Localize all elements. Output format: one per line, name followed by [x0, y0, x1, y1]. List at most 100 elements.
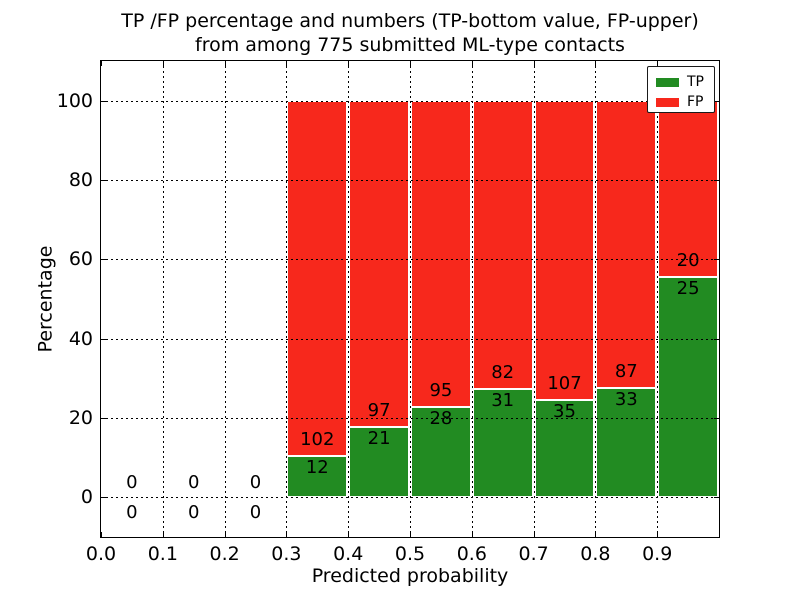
x-tick-mark — [410, 532, 411, 537]
tp-count-label: 21 — [367, 427, 391, 449]
bar-tp-segment — [658, 276, 718, 498]
axes-area: TP FP Predicted probability Percentage 0… — [34, 60, 720, 587]
x-tick-mark — [225, 532, 226, 537]
fp-count-label: 95 — [429, 380, 453, 402]
x-tick-mark — [595, 61, 596, 66]
x-tick-mark — [101, 532, 102, 537]
x-tick-label: 0.5 — [394, 543, 426, 565]
x-tick-label: 0.8 — [580, 543, 611, 565]
x-tick-label: 0.4 — [333, 543, 364, 565]
x-tick-mark — [163, 61, 164, 66]
x-tick-mark — [348, 61, 349, 66]
fp-count-label: 97 — [367, 399, 391, 421]
legend-entry-fp: FP — [656, 93, 714, 111]
y-tick-mark — [101, 180, 106, 181]
bar-tp-segment — [411, 407, 471, 498]
legend-swatch-tp-icon — [656, 77, 679, 87]
y-tick-mark — [101, 259, 106, 260]
y-tick-label: 100 — [56, 89, 93, 112]
x-tick-mark — [225, 61, 226, 66]
x-tick-mark — [286, 532, 287, 537]
bar-fp-segment — [596, 100, 657, 389]
y-tick-mark — [101, 418, 106, 419]
fp-count-label: 102 — [300, 428, 335, 450]
bar-tp-segment — [596, 388, 657, 498]
x-tick-label: 0.3 — [271, 543, 302, 565]
bar-fp-segment — [411, 100, 471, 408]
x-tick-label: 0.1 — [147, 543, 178, 565]
chart-title-line2: from among 775 submitted ML-type contact… — [195, 34, 625, 56]
tp-count-label: 0 — [249, 502, 262, 524]
y-tick-mark — [101, 339, 106, 340]
y-tick-mark — [101, 497, 106, 498]
legend-box: TP FP — [647, 66, 715, 113]
y-axis-label-wrap: Percentage — [25, 61, 65, 537]
y-tick-mark — [714, 259, 719, 260]
bar-fp-segment — [287, 100, 348, 456]
grid-line-v — [224, 61, 226, 537]
x-tick-mark — [657, 532, 658, 537]
y-tick-label: 40 — [68, 327, 93, 350]
fp-count-label: 20 — [676, 249, 700, 271]
bar-fp-segment — [658, 100, 718, 277]
x-tick-mark — [410, 61, 411, 66]
legend-entry-tp: TP — [656, 73, 714, 91]
y-tick-mark — [714, 418, 719, 419]
bar-tp-segment — [349, 426, 409, 498]
x-tick-mark — [472, 61, 473, 66]
tp-count-label: 0 — [187, 502, 200, 524]
grid-line-v — [471, 61, 473, 537]
y-tick-mark — [714, 180, 719, 181]
y-tick-mark — [101, 101, 106, 102]
x-tick-mark — [472, 532, 473, 537]
legend-label-tp: TP — [687, 74, 704, 90]
chart-title-line1: TP /FP percentage and numbers (TP-bottom… — [121, 10, 699, 32]
fp-count-label: 0 — [249, 472, 262, 494]
x-tick-label: 0.9 — [642, 543, 673, 565]
tp-count-label: 25 — [676, 277, 700, 299]
tp-count-label: 33 — [614, 389, 638, 411]
tp-count-label: 28 — [429, 408, 453, 430]
bar-fp-segment — [534, 100, 595, 400]
x-tick-mark — [101, 61, 102, 66]
y-tick-mark — [714, 339, 719, 340]
bar-tp-segment — [287, 455, 348, 498]
grid-line-v — [657, 61, 659, 537]
grid-line-v — [162, 61, 164, 537]
x-tick-label: 0.2 — [209, 543, 240, 565]
fp-count-label: 0 — [187, 472, 200, 494]
x-tick-label: 0.0 — [85, 543, 117, 565]
y-tick-label: 80 — [68, 169, 93, 191]
x-tick-mark — [534, 532, 535, 537]
tp-count-label: 31 — [491, 389, 515, 411]
bar-fp-segment — [349, 100, 409, 427]
x-axis-label: Predicted probability — [311, 565, 509, 587]
x-tick-mark — [348, 532, 349, 537]
bar-tp-segment — [534, 399, 595, 498]
x-tick-mark — [286, 61, 287, 66]
y-tick-mark — [714, 497, 719, 498]
grid-line-v — [533, 61, 535, 537]
bar-fp-segment — [472, 100, 533, 389]
fp-count-label: 107 — [547, 372, 582, 394]
y-tick-label: 60 — [68, 248, 93, 271]
tp-count-label: 12 — [305, 456, 329, 478]
fp-count-label: 82 — [491, 361, 515, 383]
y-tick-label: 20 — [68, 407, 93, 429]
y-tick-mark — [714, 101, 719, 102]
tp-count-label: 0 — [126, 502, 138, 524]
legend-swatch-fp-icon — [656, 97, 679, 107]
x-tick-label: 0.6 — [456, 543, 487, 565]
tp-count-label: 35 — [553, 400, 576, 422]
fp-count-label: 0 — [126, 472, 138, 494]
x-tick-mark — [163, 532, 164, 537]
x-tick-mark — [657, 61, 658, 66]
x-tick-mark — [534, 61, 535, 66]
x-tick-mark — [595, 532, 596, 537]
grid-line-v — [595, 61, 597, 537]
grid-line-v — [286, 61, 288, 537]
x-tick-label: 0.7 — [518, 543, 549, 565]
legend-label-fp: FP — [687, 94, 704, 110]
bar-tp-segment — [472, 388, 533, 498]
